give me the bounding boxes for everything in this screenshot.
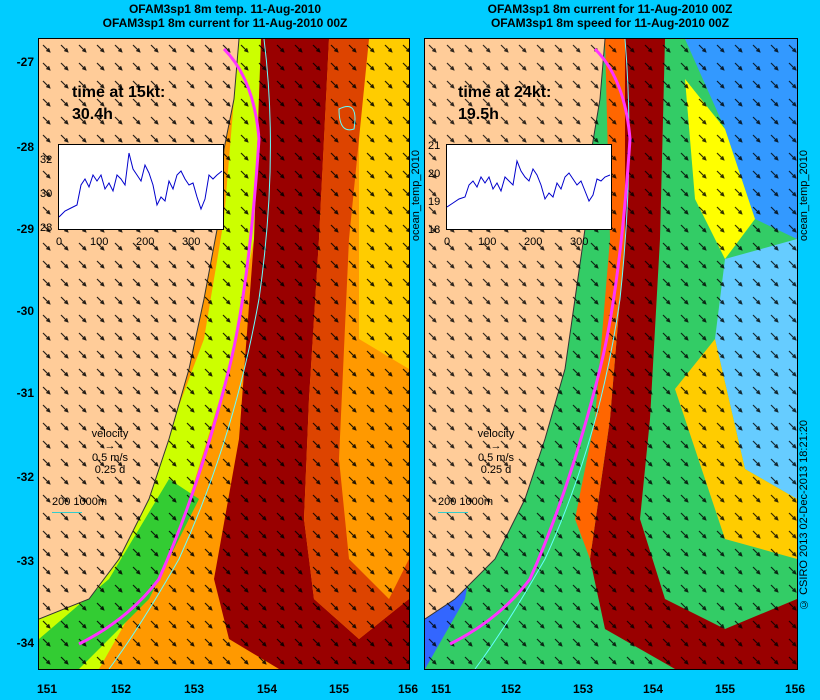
right-title-line1: OFAM3sp1 8m current for 11-Aug-2010 00Z <box>487 2 733 16</box>
y-label-30: -30 <box>16 304 34 318</box>
left-inset-ytick-32: 32 <box>40 154 53 166</box>
right-inset-xtick-0: 0 <box>444 236 451 248</box>
left-inset-xtick-300: 300 <box>182 236 201 248</box>
y-label-33: -33 <box>16 554 34 568</box>
x-label-155-right: 155 <box>714 682 736 696</box>
right-inset-ytick-20: 20 <box>428 168 441 180</box>
temperature-map-panel <box>38 38 410 670</box>
x-label-156-right: 156 <box>784 682 806 696</box>
y-label-29: -29 <box>16 222 34 236</box>
left-side-label: ocean_temp_2010 <box>410 150 422 242</box>
left-inset-series <box>58 152 223 218</box>
left-title-line1: OFAM3sp1 8m temp. 11-Aug-2010 <box>128 2 322 16</box>
x-label-155-left: 155 <box>328 682 350 696</box>
right-title-line2: OFAM3sp1 8m speed for 11-Aug-2010 00Z <box>490 16 730 30</box>
right-depth-legend-line <box>438 512 468 513</box>
left-panel-title: OFAM3sp1 8m temp. 11-Aug-2010 OFAM3sp1 8… <box>60 2 390 30</box>
right-time-box: time at 24kt: 19.5h <box>458 82 551 126</box>
x-label-154-right: 154 <box>642 682 664 696</box>
velocity-speed: 0.5 m/s <box>91 452 129 464</box>
right-depth-legend: 200 1000m <box>438 496 494 508</box>
left-time-value: 30.4h <box>72 106 113 123</box>
y-label-31: -31 <box>16 386 34 400</box>
right-inset-ytick-18: 18 <box>428 224 441 236</box>
speed-map <box>425 39 797 669</box>
temperature-map <box>39 39 409 669</box>
left-velocity-legend: velocity → 0.5 m/s 0.25 d <box>80 428 140 476</box>
right-time-value: 19.5h <box>458 106 499 123</box>
left-inset-plot <box>58 144 224 230</box>
credit-text: © CSIRO 2013 02-Dec-2013 18:21:20 <box>798 420 810 610</box>
velocity-duration: 0.25 d <box>94 464 126 476</box>
right-time-label: time at 24kt: <box>458 84 552 101</box>
left-depth-legend: 200 1000m <box>52 496 108 508</box>
velocity-duration-right: 0.25 d <box>480 464 512 476</box>
y-label-27: -27 <box>16 55 34 69</box>
x-label-156-left: 156 <box>397 682 419 696</box>
right-inset-xtick-100: 100 <box>478 236 497 248</box>
velocity-label-right: velocity <box>477 428 515 440</box>
left-inset-ytick-30: 30 <box>40 188 53 200</box>
right-side-label: ocean_temp_2010 <box>798 150 810 242</box>
left-time-box: time at 15kt: 30.4h <box>72 82 165 126</box>
right-panel-title: OFAM3sp1 8m current for 11-Aug-2010 00Z … <box>430 2 790 30</box>
velocity-label: velocity <box>91 428 129 440</box>
x-label-152-right: 152 <box>500 682 522 696</box>
y-label-34: -34 <box>16 636 34 650</box>
left-time-label: time at 15kt: <box>72 84 166 101</box>
left-depth-legend-line <box>52 512 82 513</box>
x-label-153-left: 153 <box>183 682 205 696</box>
left-inset-xtick-200: 200 <box>136 236 155 248</box>
right-inset-plot <box>446 144 612 230</box>
x-label-152-left: 152 <box>110 682 132 696</box>
x-label-151-right: 151 <box>430 682 452 696</box>
left-title-line2: OFAM3sp1 8m current for 11-Aug-2010 00Z <box>102 16 348 30</box>
velocity-arrow-icon-right: → <box>490 440 502 452</box>
x-label-154-left: 154 <box>256 682 278 696</box>
speed-map-panel <box>424 38 798 670</box>
y-label-28: -28 <box>16 140 34 154</box>
left-inset-xtick-0: 0 <box>56 236 63 248</box>
velocity-speed-right: 0.5 m/s <box>477 452 515 464</box>
x-label-153-right: 153 <box>572 682 594 696</box>
velocity-arrow-icon: → <box>104 440 116 452</box>
y-label-32: -32 <box>16 470 34 484</box>
right-inset-ytick-19: 19 <box>428 196 441 208</box>
left-inset-xtick-100: 100 <box>90 236 109 248</box>
x-label-151-left: 151 <box>36 682 58 696</box>
right-inset-ytick-21: 21 <box>428 140 441 152</box>
right-velocity-legend: velocity → 0.5 m/s 0.25 d <box>466 428 526 476</box>
right-inset-xtick-200: 200 <box>524 236 543 248</box>
right-inset-series <box>446 159 611 208</box>
right-inset-xtick-300: 300 <box>570 236 589 248</box>
left-inset-ytick-28: 28 <box>40 222 53 234</box>
